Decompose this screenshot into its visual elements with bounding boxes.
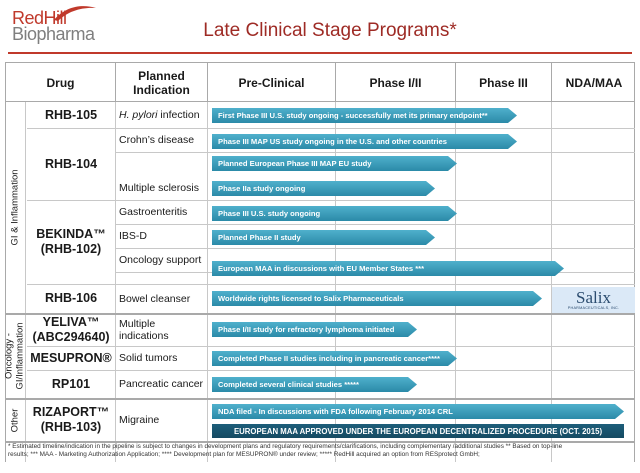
logo-line1: RedHill: [12, 8, 67, 28]
group-separator: [5, 398, 635, 400]
header-indication: Planned Indication: [116, 63, 208, 103]
footnote-line-1: * Estimated timeline/indication in the p…: [8, 443, 563, 450]
header-row: Drug Planned Indication Pre-Clinical Pha…: [5, 62, 635, 103]
indication-crohns: Crohn’s disease: [119, 134, 195, 146]
drug-yeliva: YELIVA™ (ABC294640): [32, 315, 110, 344]
progress-arrow-bekinda-oncology: European MAA in discussions with EU Memb…: [212, 261, 564, 276]
drug-rhb-106: RHB-106: [44, 291, 98, 305]
footnote: * Estimated timeline/indication in the p…: [8, 443, 628, 459]
row-separator: [27, 370, 635, 371]
progress-arrow-rhb-104-us: Phase III MAP US study ongoing in the U.…: [212, 134, 517, 149]
column-separator: [25, 102, 26, 462]
logo-line2: Biopharma: [12, 24, 95, 44]
column-separator: [207, 102, 208, 462]
drug-rhb-104: RHB-104: [44, 156, 98, 171]
indication-solid-tumors: Solid tumors: [119, 352, 178, 364]
row-separator: [27, 346, 635, 347]
column-separator: [115, 102, 116, 462]
indication-gastroenteritis: Gastroenteritis: [119, 206, 188, 218]
column-separator: [551, 102, 552, 462]
indication-migraine: Migraine: [119, 414, 160, 426]
header-phase-1-2: Phase I/II: [336, 63, 456, 103]
redhill-logo: RedHill Biopharma: [12, 2, 96, 44]
row-separator: [27, 284, 635, 285]
header-preclinical: Pre-Clinical: [208, 63, 336, 103]
column-separator: [335, 102, 336, 462]
progress-arrow-yeliva: Phase I/II study for refractory lymphoma…: [212, 322, 417, 337]
progress-arrow-bekinda-gastro: Phase III U.S. study ongoing: [212, 206, 457, 221]
drug-rp101: RP101: [51, 376, 91, 391]
progress-arrow-rhb-104-ms: Phase IIa study ongoing: [212, 181, 435, 196]
row-separator: [115, 248, 635, 249]
indication-bowel-cleanser: Bowel cleanser: [119, 292, 191, 305]
drug-rizaport: RIZAPORT™ (RHB-103): [32, 405, 110, 434]
row-separator: [115, 224, 635, 225]
column-separator: [634, 102, 635, 462]
row-separator: [115, 152, 635, 153]
group-other: Other: [9, 408, 21, 432]
progress-arrow-rp101: Completed several clinical studies *****: [212, 377, 417, 392]
progress-arrow-rhb-105: First Phase III U.S. study ongoing - suc…: [212, 108, 517, 123]
indication-pancreatic-cancer: Pancreatic cancer: [119, 378, 204, 390]
progress-arrow-rizaport: NDA filed - In discussions with FDA foll…: [212, 404, 624, 419]
group-separator: [5, 313, 635, 315]
progress-arrow-rhb-106: Worldwide rights licensed to Salix Pharm…: [212, 291, 542, 306]
indication-multiple-sclerosis: Multiple sclerosis: [119, 182, 199, 194]
drug-bekinda: BEKINDA™ (RHB-102): [36, 227, 106, 256]
indication-multiple: Multiple indications: [119, 318, 169, 342]
indication-oncology-support: Oncology support: [119, 254, 202, 266]
progress-arrow-rhb-104-eu: Planned European Phase III MAP EU study: [212, 156, 457, 171]
indication-ibs-d: IBS-D: [119, 230, 148, 242]
title-divider: [8, 52, 632, 54]
page-title: Late Clinical Stage Programs*: [203, 20, 457, 41]
column-separator: [5, 102, 6, 462]
pipeline-table: Drug Planned Indication Pre-Clinical Pha…: [4, 62, 635, 462]
row-separator: [27, 128, 635, 129]
eu-approval-banner: EUROPEAN MAA APPROVED UNDER THE EUROPEAN…: [212, 424, 624, 438]
column-separator: [455, 102, 456, 462]
row-separator: [27, 200, 635, 201]
salix-logo: Salix PHARMACEUTICALS, INC.: [552, 287, 635, 313]
progress-arrow-bekinda-ibs-d: Planned Phase II study: [212, 230, 435, 245]
footnote-line-2: results; *** MAA - Marketing Authorizati…: [8, 451, 480, 458]
header-phase-3: Phase III: [456, 63, 552, 103]
drug-mesupron: MESUPRON®: [30, 350, 112, 365]
group-gi-inflammation: GI & Inflammation: [9, 169, 21, 246]
indication-h-pylori: H. pylori infection: [119, 109, 200, 121]
progress-arrow-mesupron: Completed Phase II studies including in …: [212, 351, 457, 366]
group-oncology: Oncology - GI/Inflammation: [4, 322, 26, 390]
header-nda-maa: NDA/MAA: [565, 76, 623, 90]
drug-rhb-105: RHB-105: [44, 107, 98, 122]
table-bottom-border: [5, 441, 635, 443]
logo-swoosh-icon: [54, 6, 96, 21]
header-drug: Drug: [6, 63, 116, 103]
